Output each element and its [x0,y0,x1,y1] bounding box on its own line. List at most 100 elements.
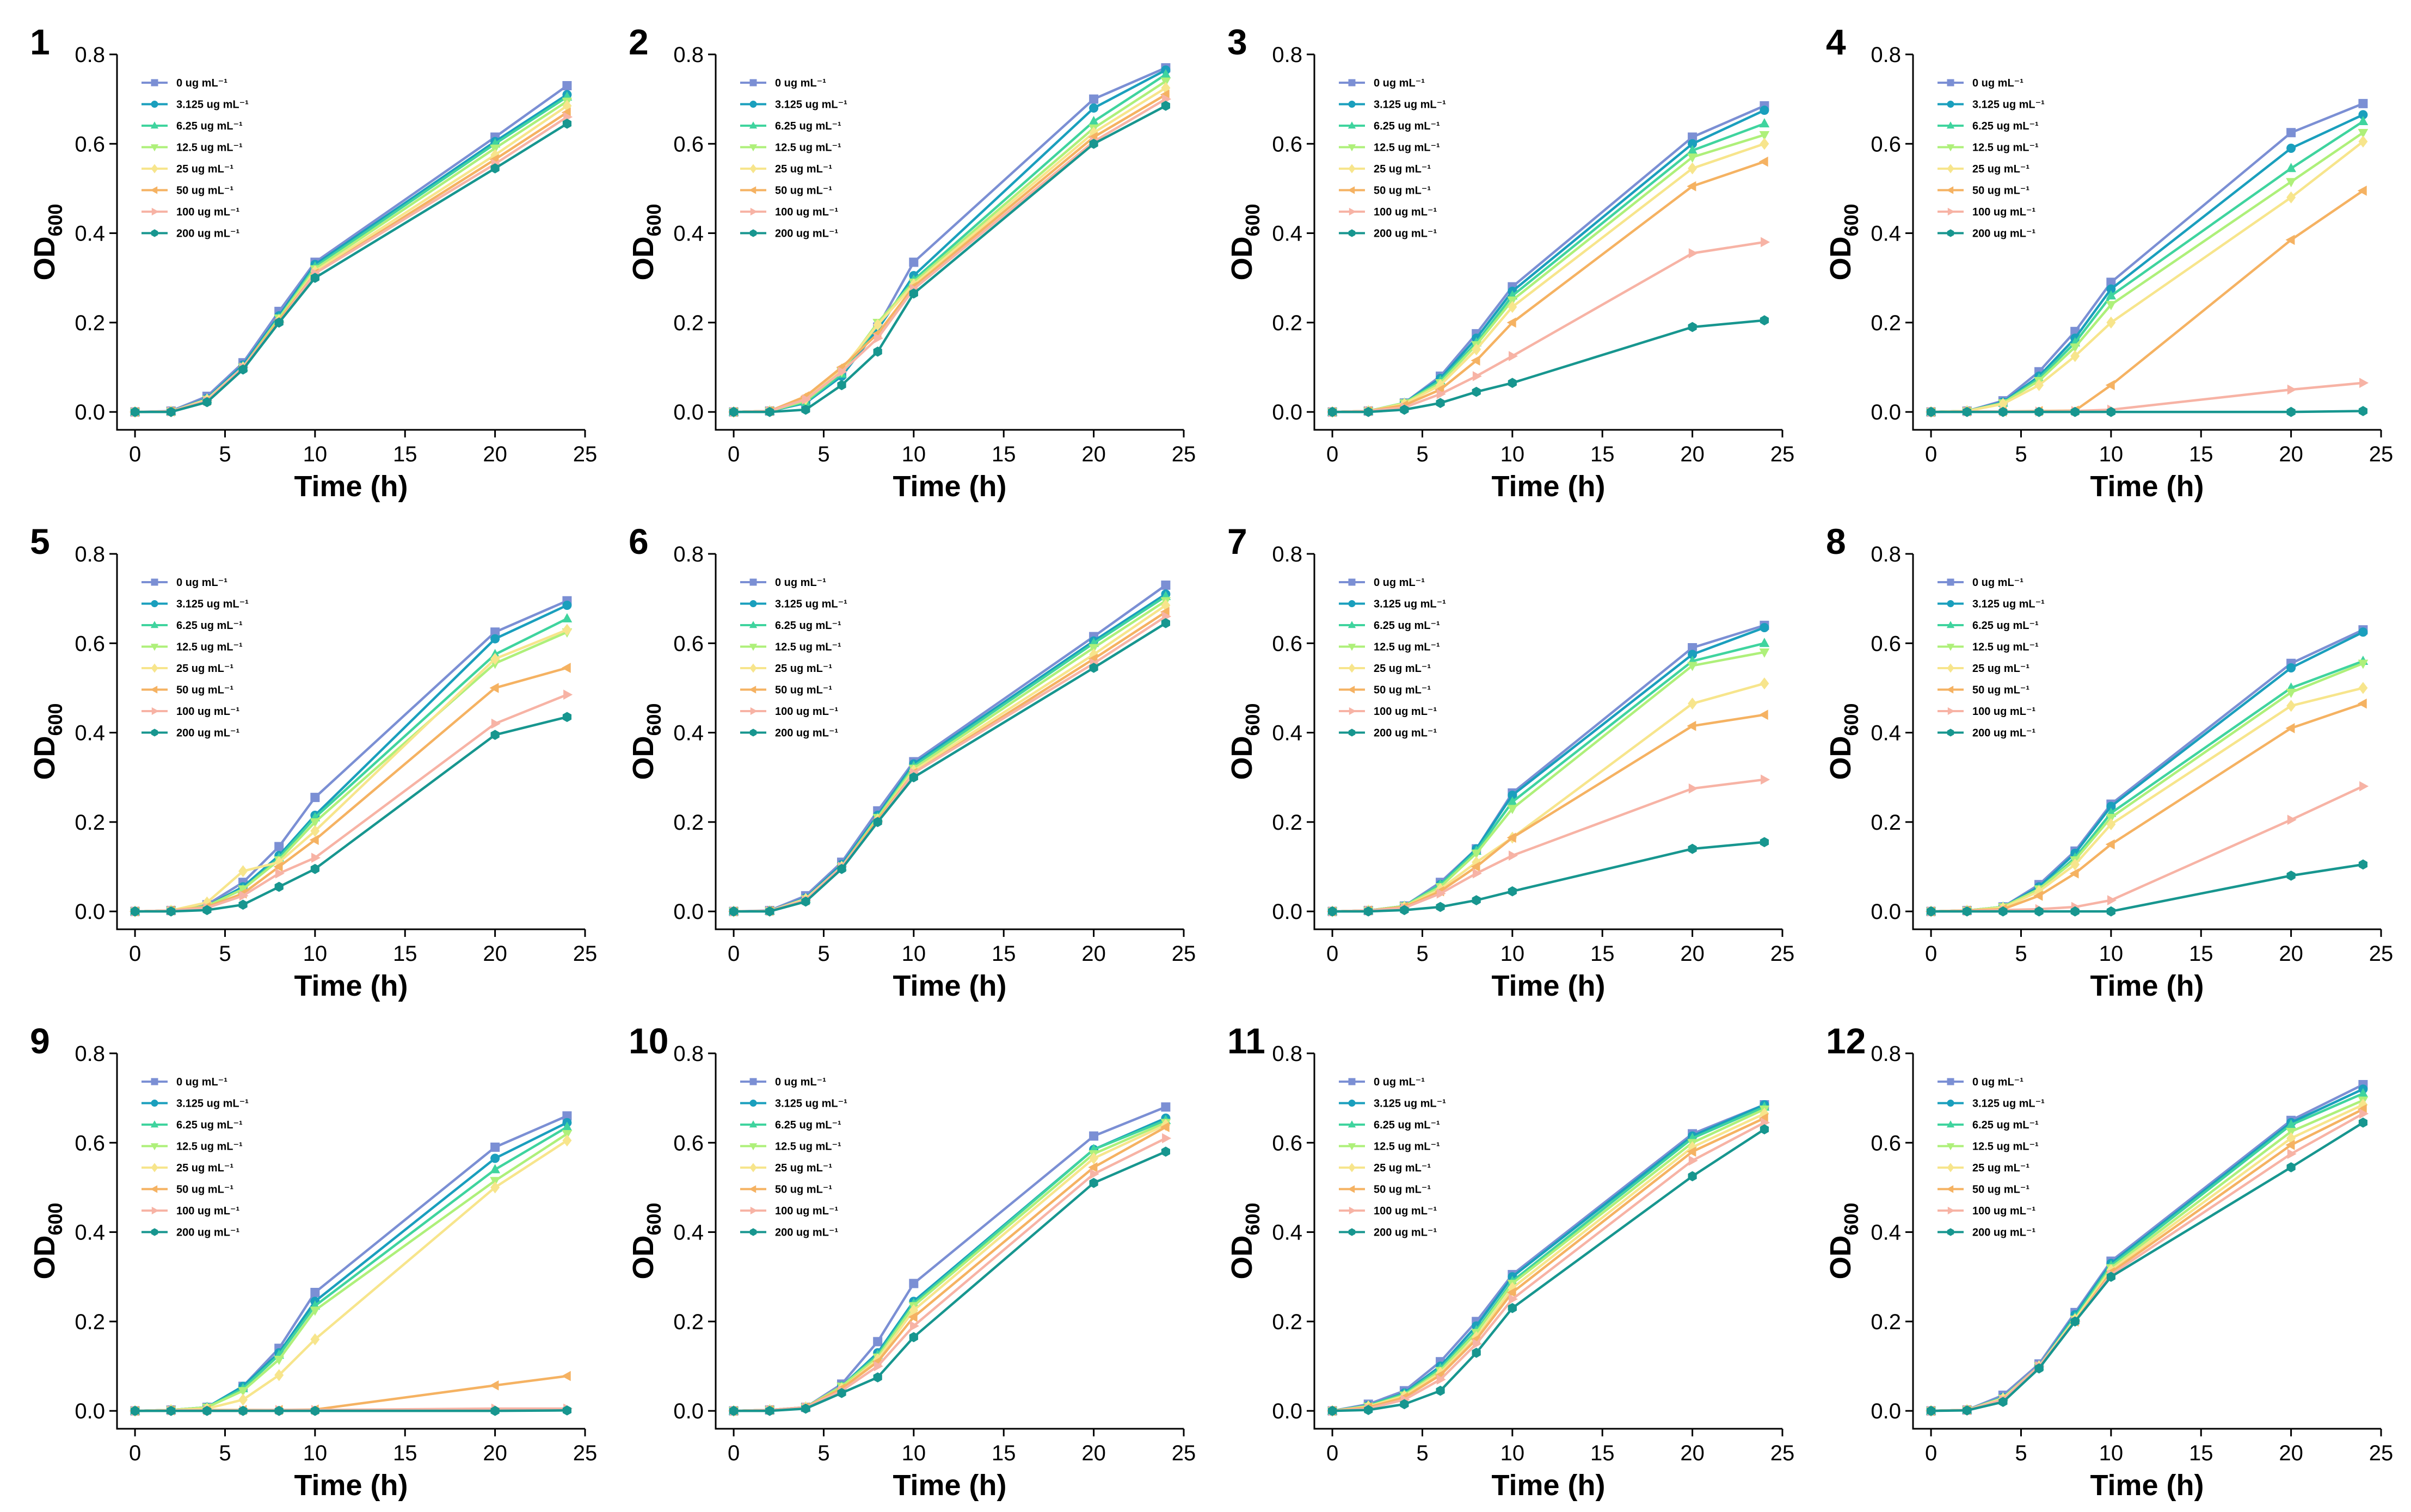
legend-marker [150,621,159,628]
series-line [135,111,568,414]
data-point [1161,101,1171,111]
y-tick-label: 0.0 [75,1399,105,1423]
legend-marker [151,663,158,673]
data-point [909,772,918,783]
legend-marker [749,1228,757,1236]
legend-label: 50 ug mL⁻¹ [1972,1184,2029,1196]
data-point [1509,850,1518,861]
legend-marker [151,229,158,237]
x-tick-label: 0 [1326,942,1338,966]
x-tick-label: 20 [483,442,507,466]
series-6 [1927,781,2369,917]
series-6 [730,611,1172,917]
legend-marker [1947,79,1954,87]
data-point [2034,406,2044,417]
data-point [802,394,811,405]
legend-label: 50 ug mL⁻¹ [775,185,832,197]
data-point [1471,861,1480,872]
y-tick-label: 0.0 [673,900,704,924]
data-point [2070,406,2080,417]
legend-marker [1348,729,1356,737]
legend-marker [749,229,757,237]
data-point [2033,891,2043,901]
legend-marker [1348,686,1355,694]
legend-label: 200 ug mL⁻¹ [775,727,838,739]
data-point [1472,1348,1481,1358]
data-point [1506,832,1516,843]
series-4 [1926,135,2368,418]
x-tick-label: 0 [1925,442,1937,466]
data-point [167,1405,176,1416]
panel-label: 1 [30,22,50,62]
data-point [765,1405,774,1416]
series-2 [728,1115,1171,1415]
data-point [909,288,918,299]
legend-marker [150,644,159,651]
legend-label: 3.125 ug mL⁻¹ [1972,598,2045,610]
series-7 [729,101,1171,417]
legend-label: 0 ug mL⁻¹ [1972,77,2023,89]
data-point [2106,301,2117,311]
y-axis-title: OD600 [28,203,66,280]
x-tick-label: 15 [393,1441,417,1465]
series-5 [129,107,571,417]
data-point [1364,1405,1373,1415]
legend: 0 ug mL⁻¹ 3.125 ug mL⁻¹ 6.25 ug mL⁻¹ 12.5 u… [1339,577,1446,739]
legend-marker [1348,621,1356,628]
data-point [1089,648,1099,661]
legend-label: 200 ug mL⁻¹ [1972,228,2035,240]
legend-label: 3.125 ug mL⁻¹ [176,1098,249,1110]
legend-marker [150,1120,159,1128]
series-7 [130,1405,572,1416]
data-point [562,118,572,129]
panel-label: 6 [629,521,649,561]
legend-label: 100 ug mL⁻¹ [1374,206,1437,218]
data-point [2358,406,2368,416]
series-line [734,98,1167,414]
data-point [1472,371,1482,381]
series-7 [1327,315,1769,417]
data-point [1687,181,1696,192]
data-point [2287,384,2297,395]
data-point [309,835,319,846]
data-point [908,1312,918,1322]
y-axis-title: OD600 [627,1202,665,1279]
legend: 0 ug mL⁻¹ 3.125 ug mL⁻¹ 6.25 ug mL⁻¹ 12.5 u… [1938,577,2045,739]
data-point [1688,1155,1698,1166]
y-tick-label: 0.0 [75,400,105,424]
legend-label: 25 ug mL⁻¹ [1972,663,2029,675]
x-tick-label: 15 [1590,1441,1615,1465]
legend-label: 6.25 ug mL⁻¹ [1374,620,1440,632]
legend-marker [749,600,757,607]
data-point [1963,406,1972,417]
legend-label: 12.5 ug mL⁻¹ [176,641,243,653]
data-point [801,896,810,907]
data-point [1759,648,1770,658]
x-tick-label: 10 [303,442,328,466]
y-tick-label: 0.6 [1272,132,1302,156]
legend-label: 50 ug mL⁻¹ [176,185,233,197]
legend: 0 ug mL⁻¹ 3.125 ug mL⁻¹ 6.25 ug mL⁻¹ 12.5 u… [1938,1076,2045,1239]
legend-label: 0 ug mL⁻¹ [775,577,826,589]
legend-label: 25 ug mL⁻¹ [1374,663,1431,675]
data-point [2106,906,2115,917]
data-point [1089,1177,1098,1188]
x-tick-label: 0 [1925,1441,1937,1465]
x-tick-label: 5 [219,1441,231,1465]
series-line [1931,863,2364,913]
legend-label: 3.125 ug mL⁻¹ [775,99,847,111]
data-point [1758,156,1768,167]
series-line [135,1374,568,1412]
series-line [1332,319,1765,414]
legend-label: 50 ug mL⁻¹ [1972,684,2029,696]
x-tick-label: 10 [303,942,328,966]
legend-label: 100 ug mL⁻¹ [176,206,239,218]
data-point [1161,1102,1171,1112]
legend-marker [1348,164,1356,174]
legend-marker [1947,1228,1954,1236]
data-point [1963,906,1972,917]
legend-label: 50 ug mL⁻¹ [1972,185,2029,197]
x-axis-title: Time (h) [2090,470,2204,503]
legend-label: 100 ug mL⁻¹ [1972,1205,2035,1217]
axis-spines [1912,54,2381,431]
